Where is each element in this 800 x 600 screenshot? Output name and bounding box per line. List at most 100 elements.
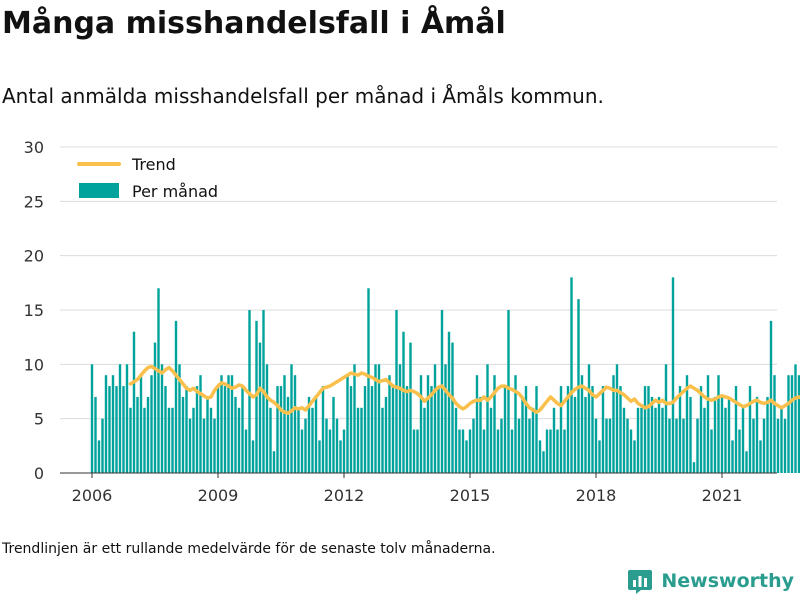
brand: Newsworthy bbox=[627, 568, 794, 594]
bar bbox=[258, 342, 262, 473]
bar bbox=[409, 342, 412, 473]
y-tick-label: 20 bbox=[24, 247, 44, 266]
bar bbox=[601, 386, 605, 473]
bar bbox=[342, 429, 346, 473]
bar bbox=[542, 451, 545, 473]
bar-series bbox=[90, 277, 800, 473]
bar bbox=[223, 386, 227, 473]
bar bbox=[360, 407, 363, 473]
bar bbox=[563, 429, 566, 473]
bar bbox=[237, 407, 241, 473]
bar bbox=[580, 375, 584, 473]
bar bbox=[136, 396, 139, 473]
bar bbox=[664, 364, 668, 473]
bar bbox=[717, 375, 720, 473]
bar bbox=[395, 310, 398, 473]
bar bbox=[178, 364, 181, 473]
bar bbox=[349, 386, 353, 473]
bar bbox=[745, 451, 748, 473]
bar bbox=[213, 418, 216, 473]
bar bbox=[111, 375, 115, 473]
bar bbox=[265, 364, 269, 473]
bar bbox=[647, 386, 650, 473]
bar bbox=[286, 396, 290, 473]
bar bbox=[720, 396, 724, 473]
bar bbox=[738, 429, 741, 473]
bar bbox=[297, 407, 300, 473]
bar bbox=[759, 440, 762, 473]
bar bbox=[363, 386, 367, 473]
bar bbox=[199, 375, 202, 473]
bar bbox=[164, 386, 167, 473]
bar bbox=[426, 375, 430, 473]
bar bbox=[552, 407, 556, 473]
bar bbox=[367, 288, 370, 473]
bar bbox=[713, 396, 717, 473]
bar bbox=[97, 440, 101, 473]
bar bbox=[468, 429, 472, 473]
bar bbox=[94, 396, 97, 473]
bar bbox=[388, 375, 391, 473]
bar bbox=[570, 277, 573, 473]
bar bbox=[293, 375, 297, 473]
bar bbox=[433, 364, 437, 473]
brand-name: Newsworthy bbox=[661, 570, 794, 592]
bar bbox=[311, 407, 314, 473]
bar bbox=[790, 375, 794, 473]
bar bbox=[559, 386, 563, 473]
bar bbox=[202, 418, 206, 473]
bar bbox=[125, 364, 129, 473]
bar bbox=[503, 386, 507, 473]
bar bbox=[528, 418, 531, 473]
bar bbox=[650, 396, 654, 473]
bar bbox=[216, 386, 220, 473]
bar bbox=[706, 375, 710, 473]
bar bbox=[531, 407, 535, 473]
legend-bar-swatch bbox=[79, 183, 119, 198]
legend-bar-label: Per månad bbox=[132, 182, 218, 201]
bar bbox=[304, 418, 307, 473]
bar bbox=[437, 386, 440, 473]
bar bbox=[524, 386, 528, 473]
bar bbox=[419, 375, 423, 473]
x-axis-ticks: 2006200920122015201820212024 bbox=[72, 473, 742, 505]
bar bbox=[682, 418, 685, 473]
bar bbox=[731, 440, 734, 473]
bar bbox=[104, 375, 108, 473]
y-tick-label: 30 bbox=[24, 138, 44, 157]
bar bbox=[241, 386, 244, 473]
bar bbox=[209, 407, 213, 473]
bar bbox=[269, 407, 272, 473]
bar bbox=[489, 407, 493, 473]
bar bbox=[398, 364, 402, 473]
x-tick-label: 2015 bbox=[450, 486, 491, 505]
bar bbox=[353, 364, 356, 473]
bar bbox=[300, 429, 304, 473]
bar bbox=[633, 440, 636, 473]
bar bbox=[454, 407, 458, 473]
y-tick-label: 10 bbox=[24, 355, 44, 374]
page-subtitle: Antal anmälda misshandelsfall per månad … bbox=[2, 84, 604, 108]
bar bbox=[132, 331, 136, 473]
bar bbox=[794, 364, 797, 473]
bar bbox=[332, 396, 335, 473]
bar bbox=[314, 396, 318, 473]
bar bbox=[339, 440, 342, 473]
bar bbox=[391, 386, 395, 473]
bar bbox=[748, 386, 752, 473]
bar bbox=[535, 386, 538, 473]
bar bbox=[447, 331, 451, 473]
bar bbox=[517, 418, 521, 473]
bar bbox=[290, 364, 293, 473]
bar bbox=[412, 429, 416, 473]
bar bbox=[402, 331, 405, 473]
bar bbox=[776, 418, 780, 473]
bar bbox=[451, 342, 454, 473]
bar bbox=[328, 429, 332, 473]
bar bbox=[787, 375, 790, 473]
bar bbox=[591, 386, 594, 473]
bar bbox=[612, 375, 615, 473]
bar bbox=[594, 418, 598, 473]
bar bbox=[479, 396, 482, 473]
bar bbox=[608, 418, 612, 473]
